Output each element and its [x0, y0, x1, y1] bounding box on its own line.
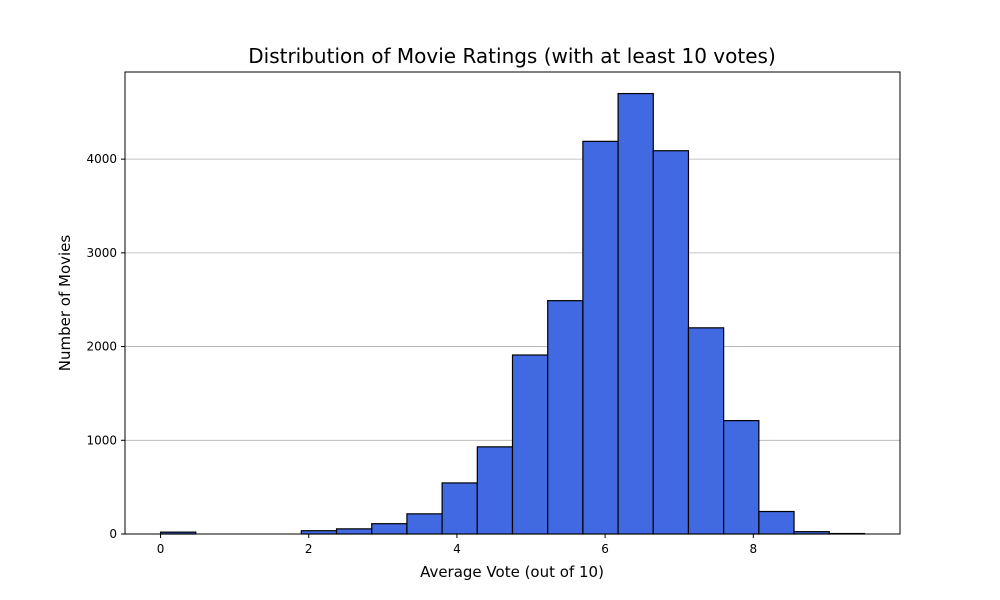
y-axis-ticks: 0 1000 2000 3000 4000: [86, 152, 125, 541]
histogram-bar: [723, 420, 760, 535]
histogram-bar: [511, 354, 549, 535]
plot-area-frame: [124, 71, 901, 535]
histogram-bar: [758, 510, 795, 535]
histogram-bar: [617, 92, 654, 535]
histogram-bars: [159, 92, 866, 535]
histogram-bar: [652, 150, 690, 535]
x-tick-label: 6: [601, 542, 609, 556]
x-axis-ticks: 0 2 4 6 8: [157, 534, 757, 556]
histogram-bar: [476, 446, 514, 535]
x-tick-label: 4: [453, 542, 461, 556]
y-axis-label: Number of Movies: [56, 235, 74, 372]
x-axis-label: Average Vote (out of 10): [420, 563, 604, 581]
y-tick-label: 4000: [86, 152, 117, 166]
histogram-bar: [547, 300, 584, 535]
x-tick-label: 2: [305, 542, 313, 556]
histogram-bar: [335, 528, 373, 535]
y-tick-label: 2000: [86, 340, 117, 354]
histogram-bar: [687, 327, 725, 535]
x-tick-label: 0: [157, 542, 165, 556]
histogram-bar: [406, 513, 443, 535]
histogram-bar: [441, 482, 478, 535]
y-tick-label: 3000: [86, 246, 117, 260]
histogram-bar: [371, 523, 408, 535]
y-tick-label: 1000: [86, 433, 117, 447]
histogram-bar: [582, 140, 619, 535]
x-tick-label: 8: [749, 542, 757, 556]
y-tick-label: 0: [109, 527, 117, 541]
chart-title: Distribution of Movie Ratings (with at l…: [248, 44, 776, 68]
